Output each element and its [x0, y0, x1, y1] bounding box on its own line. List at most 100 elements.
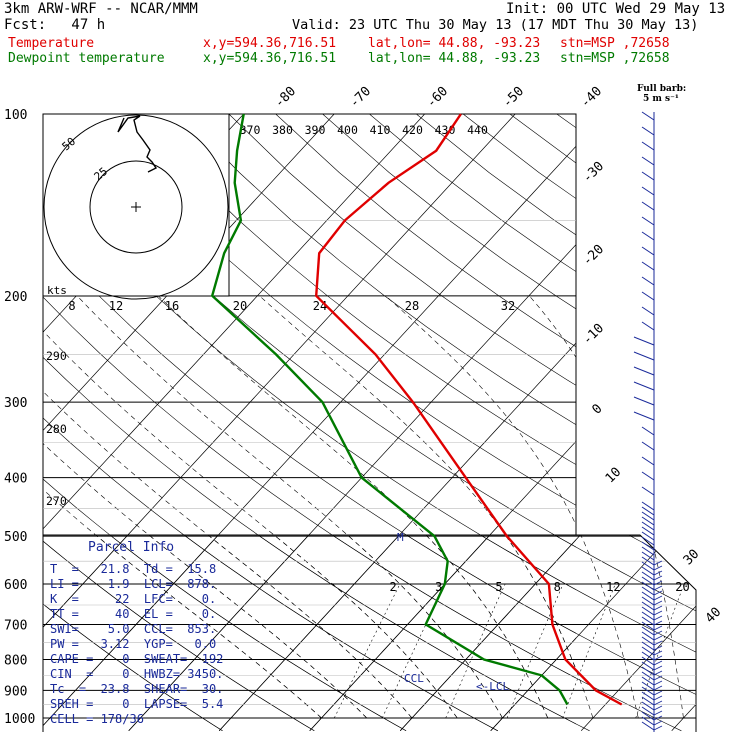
moist-adiabat-line — [661, 535, 696, 719]
isotherm-line — [309, 440, 576, 732]
theta-e-label: 380 — [272, 123, 293, 137]
wind-barb — [641, 561, 655, 571]
wind-barb — [641, 141, 655, 151]
wind-barb — [641, 581, 655, 591]
wind-barb — [641, 471, 655, 481]
pressure-tick-label: 200 — [4, 290, 27, 305]
wind-barb — [653, 650, 663, 656]
wind-barb — [641, 556, 655, 566]
hodograph-trace — [117, 115, 158, 173]
parcel-row: CAPE = 0 SWEAT= 192 — [50, 652, 224, 666]
dry-adiabat-line — [697, 114, 740, 731]
parcel-row: LI = 1.9 LCL= 878. — [50, 577, 217, 591]
wind-barb — [641, 551, 655, 561]
theta-e-label: 370 — [240, 123, 261, 137]
wind-barb — [641, 261, 655, 271]
wind-barb — [641, 711, 655, 721]
wind-barb — [633, 411, 655, 421]
wind-barb — [653, 640, 663, 646]
pressure-tick-label: 1000 — [4, 712, 35, 727]
parcel-row: PW = 3.12 YGP= 0.0 — [50, 637, 217, 651]
wind-barb — [641, 626, 655, 636]
wind-barb — [641, 576, 655, 586]
pressure-tick-label: 600 — [4, 578, 27, 593]
pressure-tick-label: 100 — [4, 108, 27, 123]
wind-barb — [653, 685, 663, 691]
parcel-row: T = 21.8 Td = 15.8 — [50, 562, 217, 576]
parcel-row: SWI= 5.0 CCL= 853. — [50, 622, 217, 636]
wind-barb — [641, 526, 655, 536]
temperature-station: stn=MSP ,72658 — [560, 36, 670, 51]
moist-adiabat-line — [259, 295, 576, 671]
wind-barb — [641, 596, 655, 606]
moist-adiabat-line — [529, 295, 576, 358]
barb-unit: 5 m s⁻¹ — [643, 94, 679, 104]
isotherm-label: 10 — [603, 465, 625, 487]
dry-adiabat-line — [43, 535, 315, 732]
wind-barb — [653, 725, 663, 731]
wind-barb — [653, 635, 663, 641]
wind-barb — [653, 585, 663, 591]
dry-adiabat-line — [651, 114, 740, 731]
wind-barb — [641, 126, 655, 136]
wind-barb — [653, 665, 663, 671]
pressure-tick-label: 800 — [4, 653, 27, 668]
mixing-ratio-label: 12 — [606, 580, 620, 594]
wind-barb — [641, 681, 655, 691]
isotherm-line — [580, 535, 696, 732]
wind-barb — [653, 570, 663, 576]
mixing-ratio-line — [334, 583, 401, 719]
lower-frame — [43, 534, 697, 732]
hodograph-ring — [43, 114, 229, 300]
isotherm-line — [43, 114, 516, 628]
dry-adiabat-line — [275, 535, 696, 732]
isotherm-line — [490, 535, 696, 732]
pressure-tick-label: 500 — [4, 530, 27, 545]
wind-barb — [641, 216, 655, 226]
wind-barb — [653, 720, 663, 726]
speed-label: 8 — [68, 299, 75, 313]
isotherm-label: 0 — [589, 401, 605, 417]
wind-barb — [653, 680, 663, 686]
dry-adiabat-line — [43, 115, 576, 548]
wind-barb — [641, 531, 655, 541]
wind-barb — [641, 566, 655, 576]
wind-barb — [641, 676, 655, 686]
theta-label: 290 — [46, 349, 67, 363]
wind-barb — [641, 606, 655, 616]
barb-title: Full barb: — [637, 84, 687, 94]
wind-barb — [653, 710, 663, 716]
wind-barb — [653, 565, 663, 571]
dry-adiabat-line — [369, 535, 696, 732]
theta-label: 280 — [46, 422, 67, 436]
wind-barb — [653, 610, 663, 616]
isotherm-line — [309, 535, 696, 732]
dry-adiabat-line — [604, 114, 740, 731]
wind-barb — [633, 381, 655, 391]
dry-adiabat-line — [322, 114, 576, 310]
forecast-hour: Fcst: 47 h — [4, 17, 106, 33]
isotherm-line — [218, 342, 576, 732]
isotherm-label: -60 — [424, 84, 451, 111]
dry-adiabat-line — [228, 535, 696, 732]
wind-barb — [641, 621, 655, 631]
wind-barb — [641, 456, 655, 466]
isotherm-label: -30 — [580, 159, 607, 186]
temperature-legend: Temperature — [8, 36, 95, 51]
dewpoint-legend: Dewpoint temperature — [8, 51, 165, 66]
wind-barb — [641, 616, 655, 626]
parcel-row: K = 22 LFC= 0. — [50, 592, 217, 606]
wind-barb — [641, 666, 655, 676]
wind-barb — [653, 615, 663, 621]
wind-barbs — [633, 111, 663, 732]
wind-barb — [641, 591, 655, 601]
dry-adiabat-line — [322, 535, 696, 732]
moist-adiabat-line — [661, 296, 729, 718]
wind-barb — [641, 246, 655, 256]
pressure-tick-label: 300 — [4, 396, 27, 411]
wind-barb — [653, 705, 663, 711]
wind-barb — [641, 651, 655, 661]
mixing-ratio-label: 5 — [495, 580, 502, 594]
theta-label: 270 — [46, 494, 67, 508]
wind-barb — [641, 536, 655, 546]
